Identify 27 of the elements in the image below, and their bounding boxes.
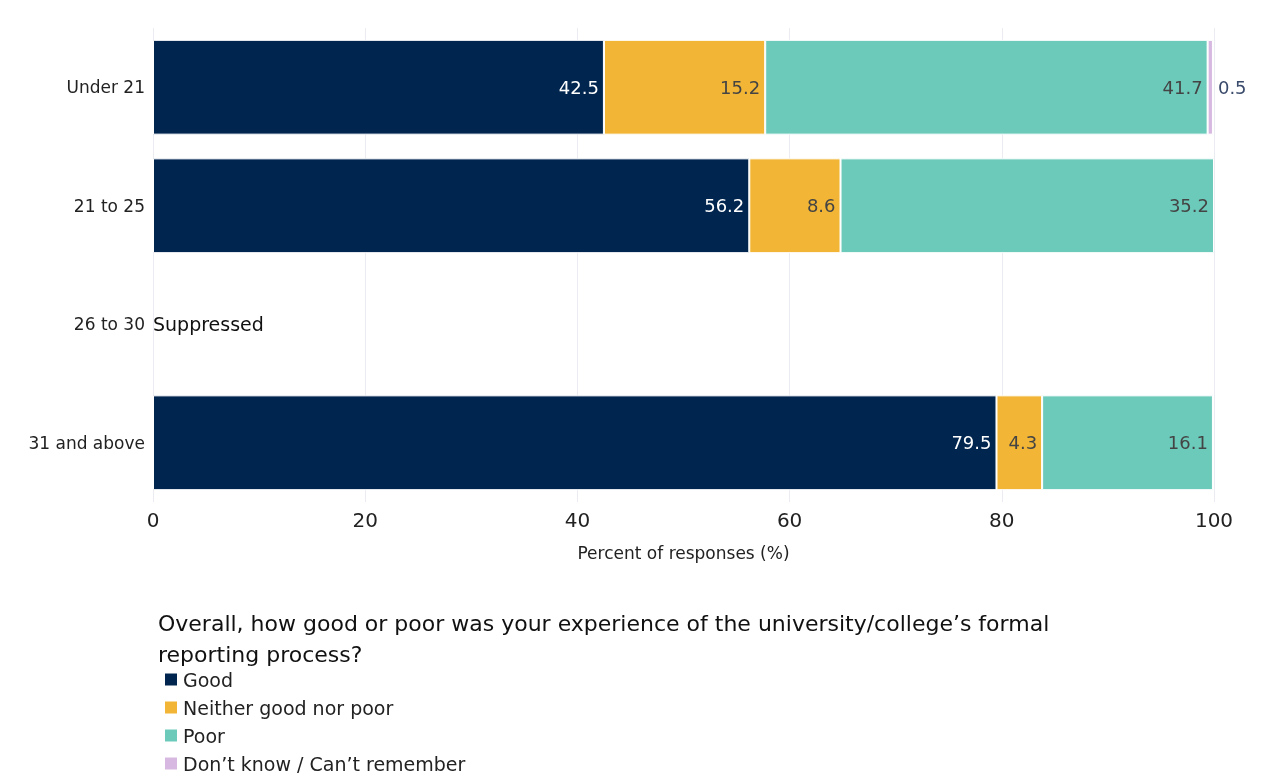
data-label: 4.3: [1008, 432, 1038, 454]
data-label: 79.5: [951, 432, 992, 454]
x-tick-label: 80: [989, 508, 1015, 532]
x-tick-label: 60: [776, 508, 803, 532]
y-tick-label: 31 and above: [28, 432, 145, 453]
y-tick-label: 21 to 25: [73, 195, 145, 216]
x-tick-label: 0: [146, 508, 160, 532]
data-label: 35.2: [1168, 195, 1209, 217]
data-label: 41.7: [1162, 76, 1203, 98]
x-tick-label: 100: [1194, 508, 1234, 532]
y-tick-label: Under 21: [66, 77, 145, 98]
data-label: 42.5: [558, 76, 599, 98]
data-label: 16.1: [1167, 432, 1208, 454]
legend-title: Overall, how good or poor was your experience of the university/college’s formal reporting process?: [158, 611, 1057, 667]
x-axis-title: Percent of responses (%): [577, 542, 790, 563]
data-label: 56.2: [704, 195, 745, 217]
legend-label: Poor: [183, 724, 226, 747]
legend-label: Don’t know / Can’t remember: [183, 752, 466, 775]
x-tick-label: 40: [564, 508, 591, 532]
annotation: Suppressed: [153, 313, 264, 336]
data-label: 8.6: [806, 195, 836, 217]
legend-label: Good: [183, 668, 234, 691]
x-tick-label: 20: [352, 508, 378, 532]
legend-label: Neither good nor poor: [183, 696, 394, 719]
data-label: 15.2: [720, 76, 761, 98]
data-label: 0.5: [1217, 76, 1247, 98]
y-tick-label: 26 to 30: [73, 314, 145, 335]
